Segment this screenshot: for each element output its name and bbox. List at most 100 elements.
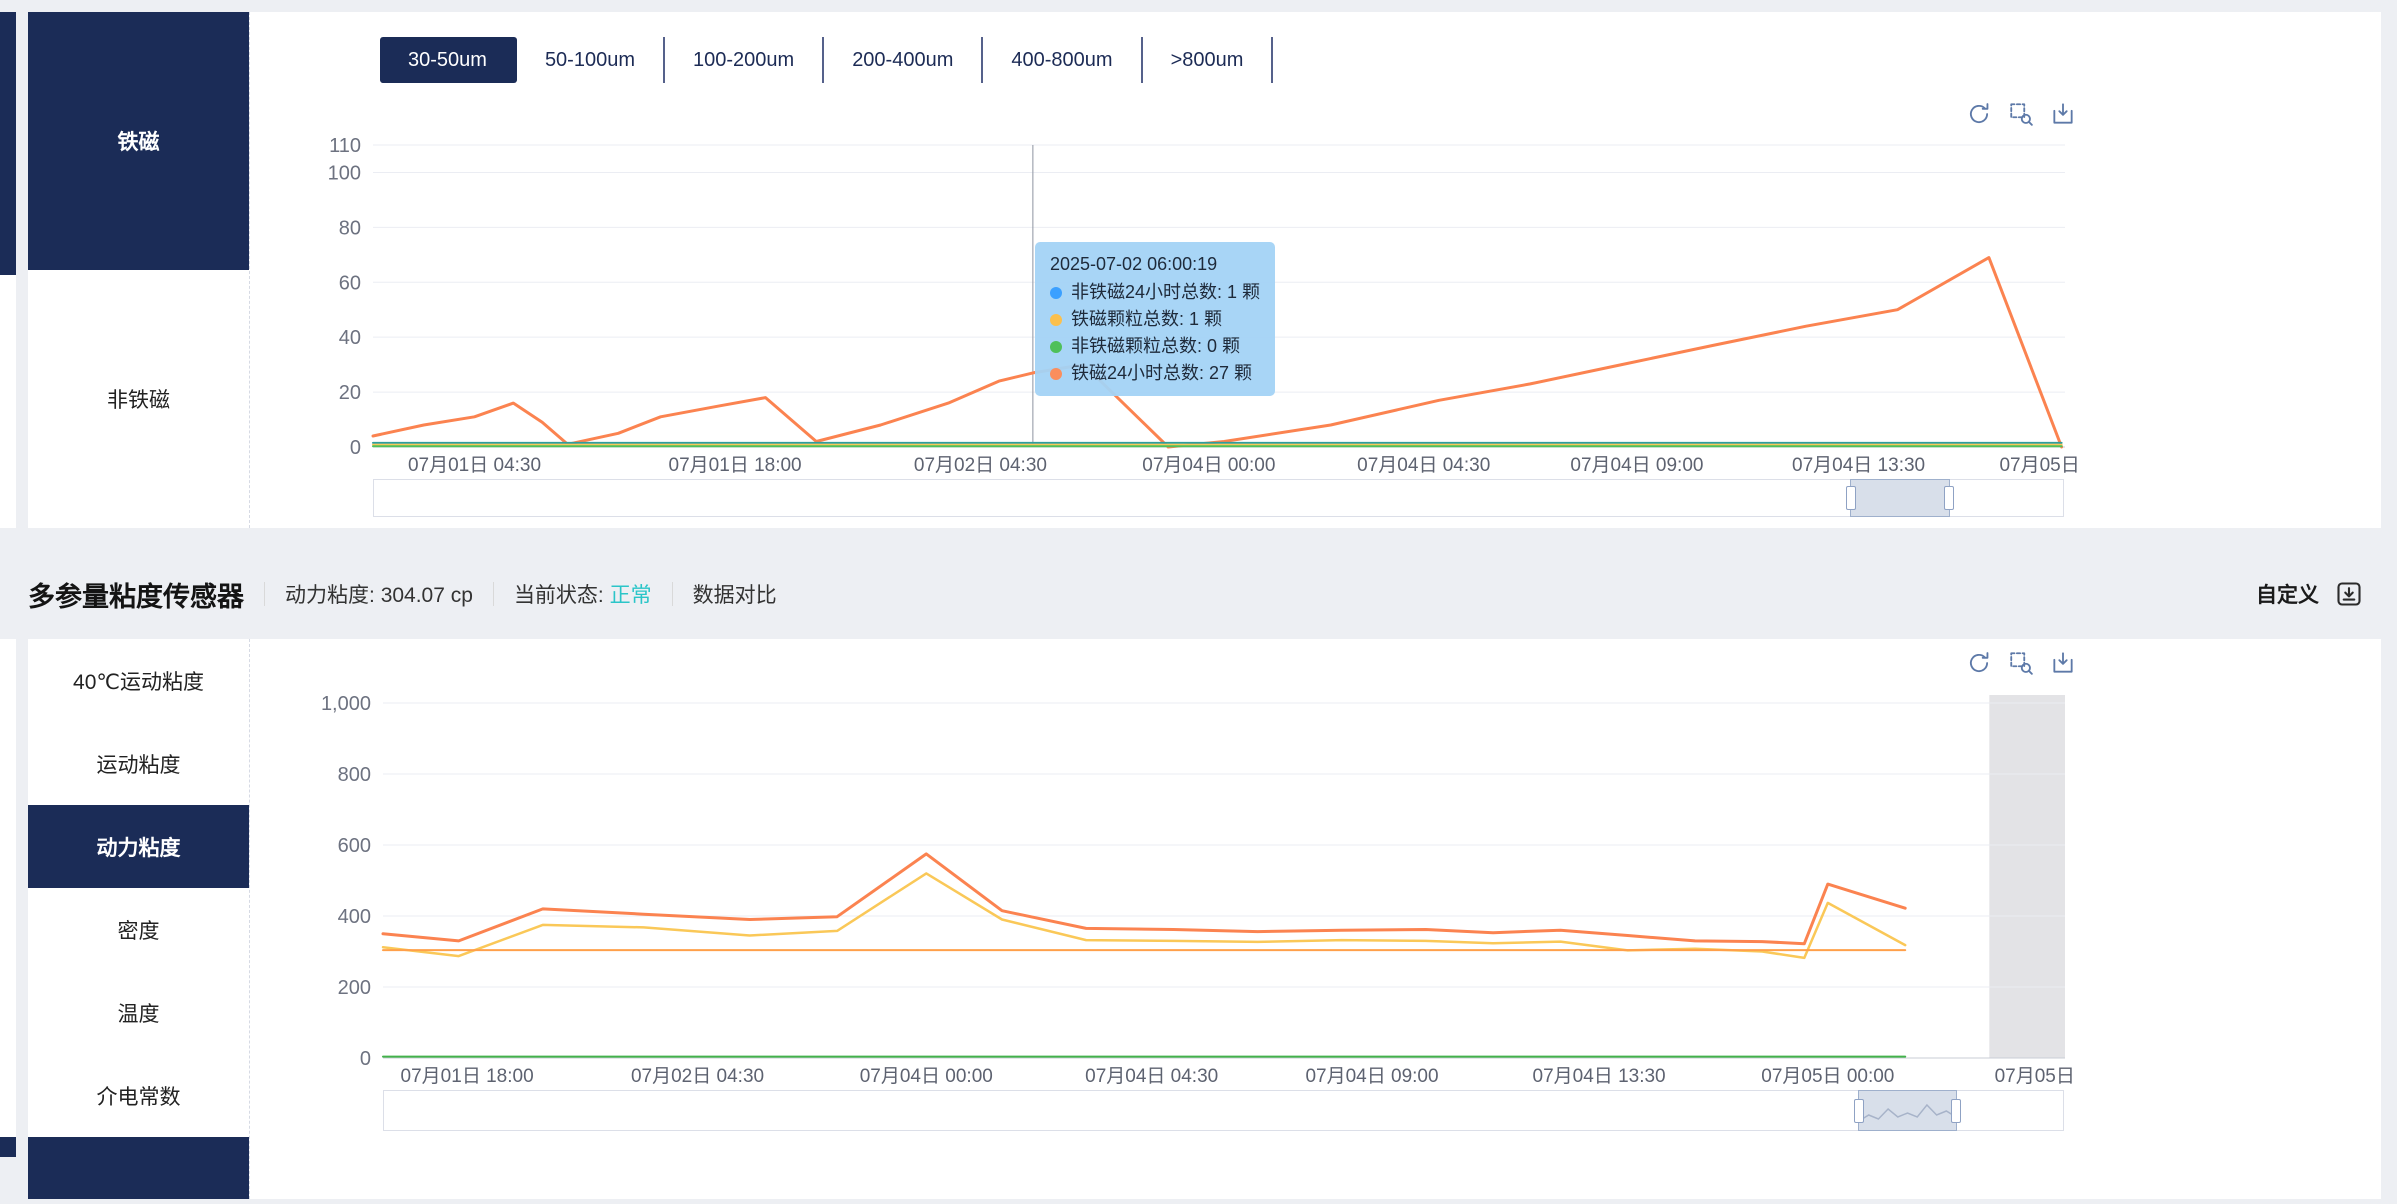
sidebar-item-label: 40℃运动粘度 [73,670,204,694]
svg-text:0: 0 [350,437,361,459]
tooltip-timestamp: 2025-07-02 06:00:19 [1050,254,1218,274]
chart-tooltip: 2025-07-02 06:00:19 非铁磁24小时总数: 1 颗 铁磁颗粒总… [1035,242,1276,396]
viscosity-sensor-panel: 40℃运动粘度 运动粘度 动力粘度 密度 温度 介电常数 [28,639,2381,1199]
series-dot-green [1050,340,1062,353]
sidebar-item-label: 介电常数 [96,1085,181,1109]
svg-text:07月01日 18:00: 07月01日 18:00 [401,1066,534,1087]
datazoom-window[interactable] [1846,479,1954,517]
svg-text:1,000: 1,000 [321,693,371,715]
restore-icon[interactable] [1966,650,1992,676]
zoom-select-icon[interactable] [2008,650,2034,676]
tooltip-item-text: 铁磁颗粒总数: 1 颗 [1071,309,1223,329]
tab-30-50um[interactable]: 30-50um [380,37,517,83]
cropped-left-card-top [0,12,16,528]
divider [492,582,494,606]
particle-chart-area: 30-50um 50-100um 100-200um 200-400um 400… [251,12,2381,528]
divider [264,582,265,606]
datazoom-slider[interactable] [373,479,2064,517]
sidebar-item-label: 非铁磁 [107,389,170,412]
current-status: 当前状态: 正常 [514,579,652,609]
svg-text:07月01日 04:30: 07月01日 04:30 [408,455,541,476]
metric-value: 304.07 cp [380,584,473,607]
series-dot-orange [1050,367,1062,380]
metric-label: 动力粘度: [285,584,375,607]
svg-text:40: 40 [339,327,361,349]
sidebar-item-density[interactable]: 密度 [28,888,249,971]
svg-text:07月04日 09:00: 07月04日 09:00 [1570,455,1703,476]
svg-text:100: 100 [328,162,361,184]
tab-100-200um[interactable]: 100-200um [665,37,825,83]
tooltip-item-text: 非铁磁颗粒总数: 0 颗 [1071,336,1241,356]
svg-text:07月04日 00:00: 07月04日 00:00 [860,1066,993,1087]
custom-button[interactable]: 自定义 [2256,584,2319,607]
sidebar-item-label: 运动粘度 [96,753,181,777]
sidebar-item-cropped[interactable] [28,1137,249,1199]
svg-text:07月02日 04:30: 07月02日 04:30 [914,455,1047,476]
particle-sensor-panel: 铁磁 非铁磁 30-50um 50-100um 100-200um 200-40… [28,12,2381,528]
status-value: 正常 [609,584,652,607]
tooltip-item: 铁磁颗粒总数: 1 颗 [1050,306,1260,333]
restore-icon[interactable] [1966,101,1992,127]
sidebar-item-label: 铁磁 [117,131,160,154]
svg-text:07月01日 18:00: 07月01日 18:00 [669,455,802,476]
ferro-chart-canvas[interactable]: 0 20 40 60 80 100 110 07月01日 04:30 07月01日 18:00 0… [251,12,2381,528]
sidebar-item-temperature[interactable]: 温度 [28,971,249,1054]
svg-text:80: 80 [339,217,361,239]
save-image-icon[interactable] [2050,650,2076,676]
sidebar-item-kv40[interactable]: 40℃运动粘度 [28,639,249,722]
sidebar-item-label: 动力粘度 [96,836,181,860]
viscosity-metric: 动力粘度: 304.07 cp [285,579,473,609]
svg-text:07月04日 13:30: 07月04日 13:30 [1792,455,1925,476]
svg-text:400: 400 [338,906,371,928]
tab-400-800um[interactable]: 400-800um [983,37,1143,83]
cropped-left-dark-segment [0,12,16,275]
divider [671,582,673,606]
sensor-dashboard: { "page": {"background": "#edeff3", "nav… [0,12,2381,1199]
sidebar-item-dielectric-constant[interactable]: 介电常数 [28,1054,249,1137]
sidebar-item-dynamic-viscosity[interactable]: 动力粘度 [28,805,249,888]
datazoom-handle-left[interactable] [1854,1098,1865,1123]
sidebar-item-label: 密度 [117,919,160,943]
tooltip-item: 铁磁24小时总数: 27 颗 [1050,360,1260,387]
svg-text:07月04日 04:30: 07月04日 04:30 [1085,1066,1218,1087]
svg-text:07月02日 04:30: 07月02日 04:30 [631,1066,764,1087]
size-range-tabs: 30-50um 50-100um 100-200um 200-400um 400… [380,37,1274,83]
viscosity-chart-area: 0 200 400 600 800 1,000 07月01日 18:00 07月02日 04:… [251,639,2381,1199]
datazoom-handle-left[interactable] [1846,486,1857,510]
datazoom-handle-right[interactable] [1943,486,1954,510]
data-compare-link[interactable]: 数据对比 [692,584,777,607]
cropped-left-dark-segment [0,1137,16,1157]
svg-text:60: 60 [339,272,361,294]
tooltip-item: 非铁磁颗粒总数: 0 颗 [1050,333,1260,360]
datazoom-window[interactable] [1854,1090,1962,1131]
svg-text:07月04日 13:30: 07月04日 13:30 [1533,1066,1666,1087]
save-image-icon[interactable] [2050,101,2076,127]
svg-text:0: 0 [360,1048,371,1070]
datazoom-handle-right[interactable] [1951,1098,1962,1123]
header-right-actions: 自定义 [2256,579,2363,609]
download-icon[interactable] [2335,580,2363,608]
tab-200-400um[interactable]: 200-400um [824,37,984,83]
tab-gt-800um[interactable]: >800um [1142,37,1274,83]
tooltip-item-text: 铁磁24小时总数: 27 颗 [1071,363,1253,383]
svg-text:20: 20 [339,382,361,404]
chart-toolbox [1966,101,2076,127]
svg-text:07月05日: 07月05日 [1999,455,2079,476]
tab-50-100um[interactable]: 50-100um [516,37,665,83]
page-title: 多参量粘度传感器 [28,581,244,612]
svg-text:07月04日 04:30: 07月04日 04:30 [1357,455,1490,476]
sidebar-item-kinematic-viscosity[interactable]: 运动粘度 [28,722,249,805]
particle-sidebar: 铁磁 非铁磁 [28,12,250,528]
sidebar-item-ferromagnetic[interactable]: 铁磁 [28,12,249,270]
datazoom-slider[interactable] [383,1090,2064,1131]
series-dot-yellow [1050,313,1062,326]
zoom-select-icon[interactable] [2008,101,2034,127]
svg-text:600: 600 [338,835,371,857]
svg-text:110: 110 [329,135,361,157]
visc-chart-canvas[interactable]: 0 200 400 600 800 1,000 07月01日 18:00 07月02日 04:… [251,639,2381,1199]
sidebar-item-non-ferromagnetic[interactable]: 非铁磁 [28,270,249,528]
svg-text:07月04日 09:00: 07月04日 09:00 [1305,1066,1438,1087]
viscosity-section-header: 多参量粘度传感器 动力粘度: 304.07 cp 当前状态: 正常 数据对比 自… [28,566,2381,622]
tooltip-item: 非铁磁24小时总数: 1 颗 [1050,279,1260,306]
svg-text:07月05日 00:00: 07月05日 00:00 [1761,1066,1894,1087]
